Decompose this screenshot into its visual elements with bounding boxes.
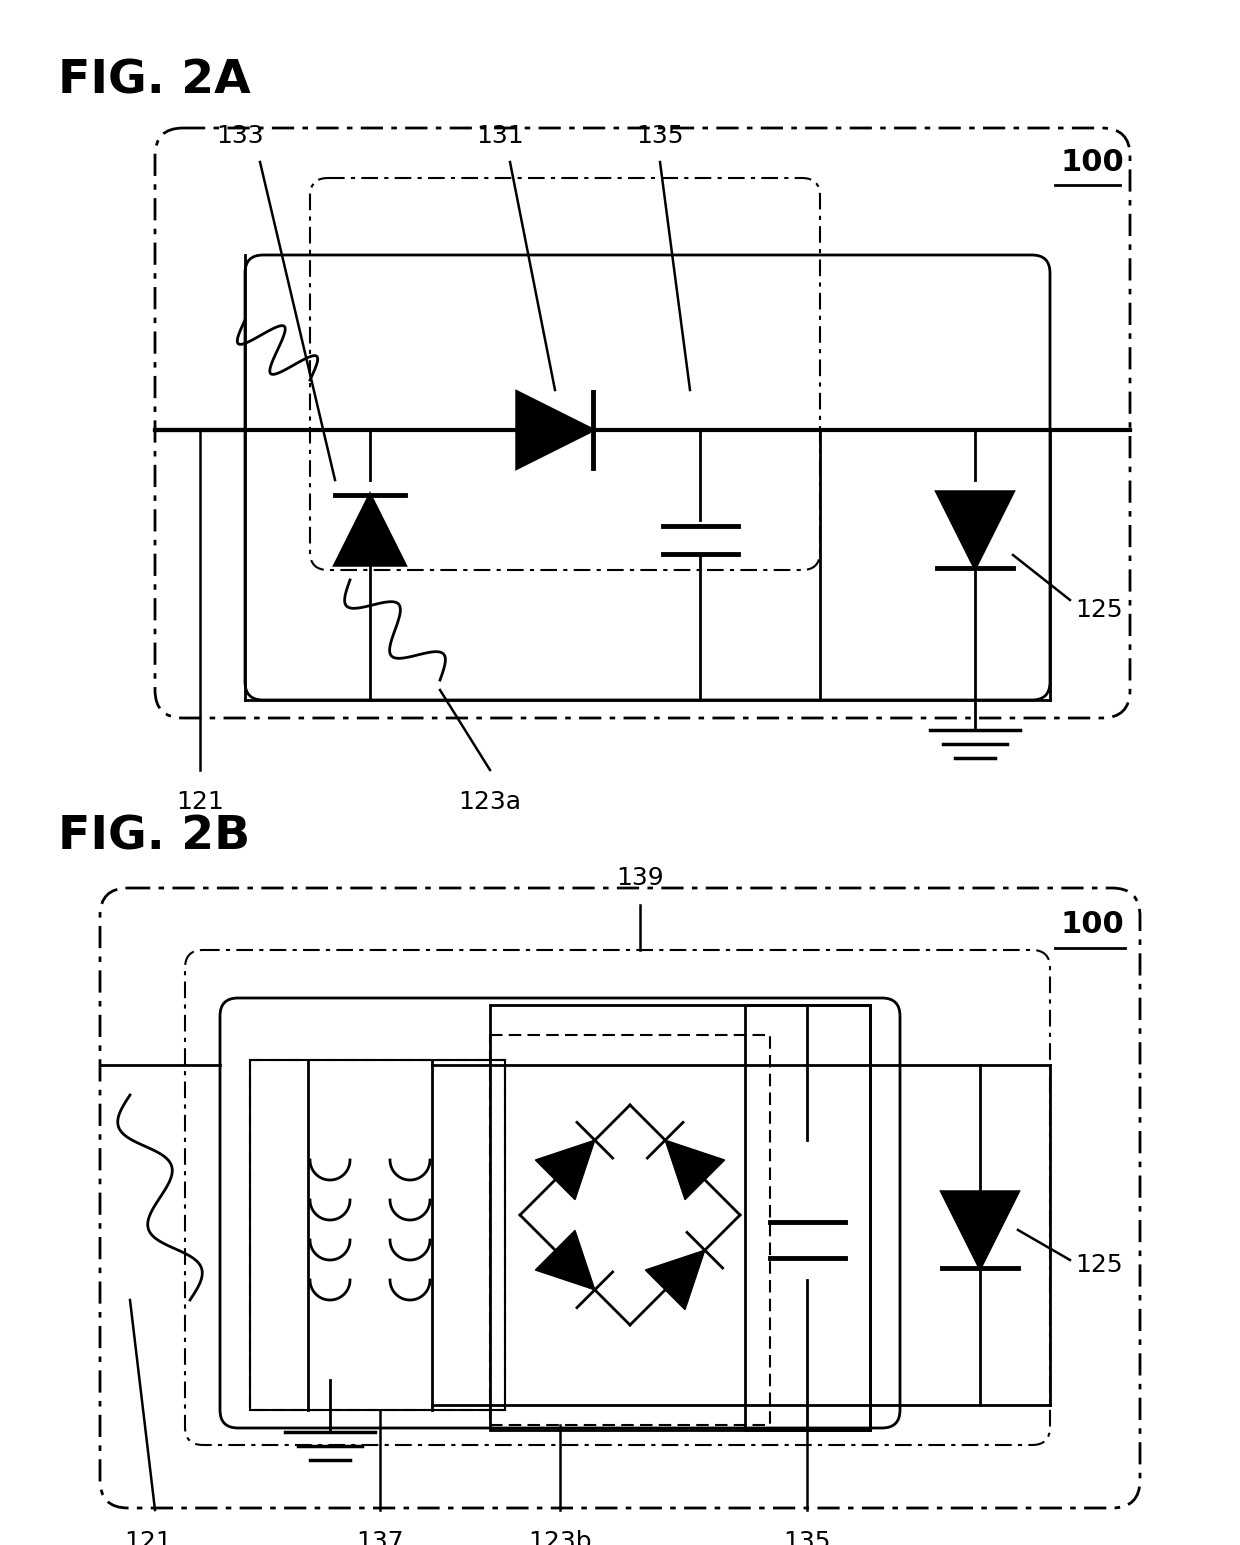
Text: FIG. 2A: FIG. 2A (58, 59, 250, 104)
Polygon shape (942, 1193, 1018, 1268)
Text: 137: 137 (356, 1530, 404, 1545)
Text: 135: 135 (636, 124, 683, 148)
Text: 125: 125 (1075, 598, 1122, 623)
Text: 121: 121 (176, 789, 224, 814)
Polygon shape (517, 392, 593, 468)
Text: 100: 100 (1060, 910, 1123, 939)
Text: 131: 131 (476, 124, 523, 148)
Polygon shape (645, 1250, 704, 1310)
Text: 100: 100 (1060, 148, 1123, 178)
Text: 123a: 123a (459, 789, 522, 814)
Text: 125: 125 (1075, 1253, 1122, 1278)
Text: FIG. 2B: FIG. 2B (58, 816, 250, 861)
Polygon shape (536, 1230, 595, 1290)
Polygon shape (665, 1140, 724, 1199)
Text: 121: 121 (124, 1530, 172, 1545)
Polygon shape (937, 491, 1013, 569)
Text: 123b: 123b (528, 1530, 591, 1545)
Text: 133: 133 (216, 124, 264, 148)
Polygon shape (335, 494, 405, 565)
Text: 135: 135 (784, 1530, 831, 1545)
Polygon shape (536, 1140, 595, 1199)
Text: 139: 139 (616, 867, 663, 890)
